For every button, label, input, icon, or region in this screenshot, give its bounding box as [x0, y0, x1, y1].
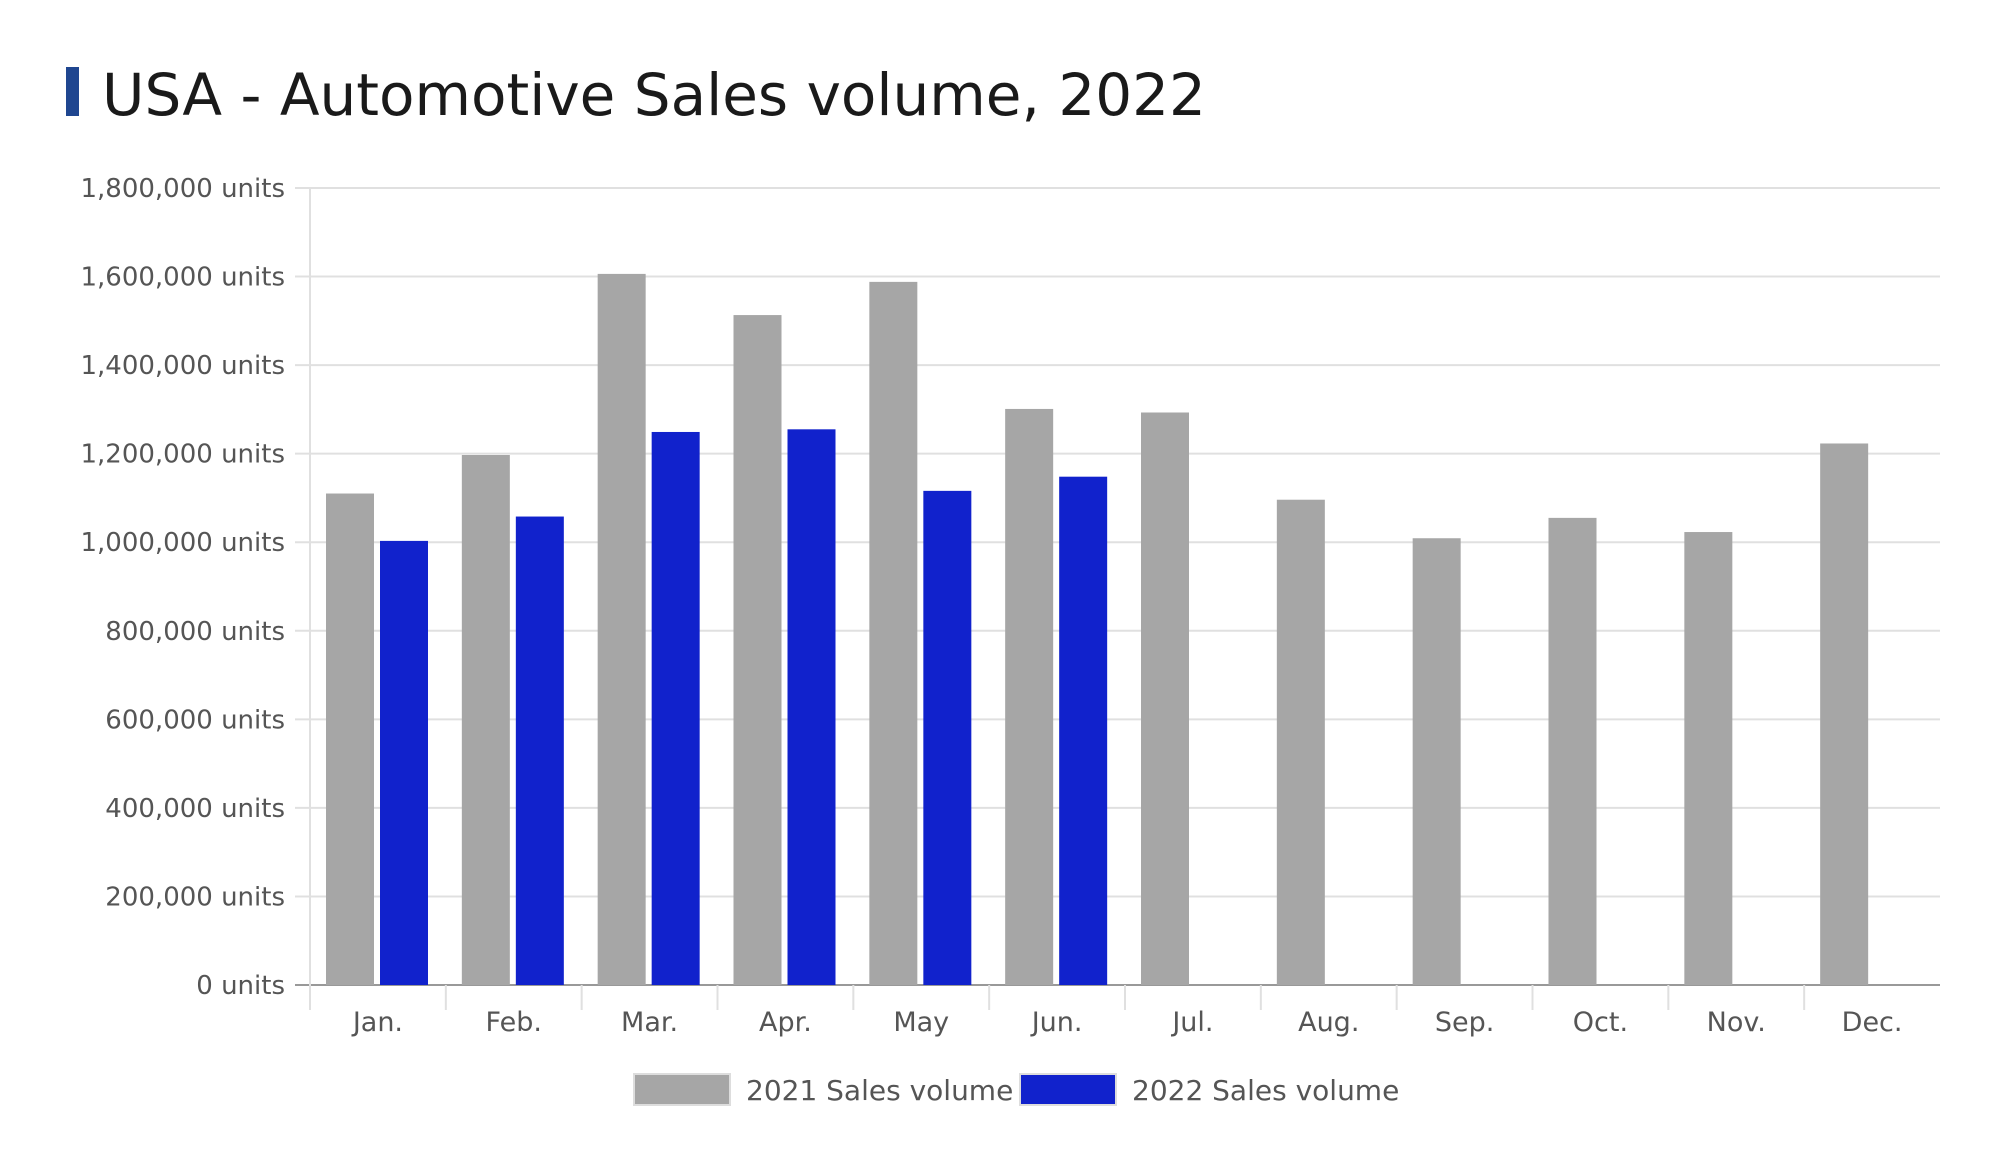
- x-tick-label: Feb.: [486, 1007, 542, 1038]
- y-tick-label: 1,600,000 units: [80, 263, 285, 293]
- bar-2022-4: [923, 490, 972, 985]
- x-tick-label: Nov.: [1707, 1007, 1766, 1038]
- x-tick-label: Oct.: [1573, 1007, 1628, 1038]
- bar-2021-9: [1548, 517, 1597, 985]
- x-axis: Jan. Feb. Mar. Apr. May Jun. Jul. Aug. Sep. Oct. N…: [309, 985, 1903, 1038]
- legend-swatch-1: [1019, 1073, 1117, 1106]
- y-tick-label: 600,000 units: [105, 705, 285, 735]
- y-tick-label: 1,000,000 units: [80, 528, 285, 558]
- legend: 2021 Sales volume 2022 Sales volume: [633, 1073, 1399, 1107]
- bar-2021-0: [326, 493, 374, 985]
- x-tick-label: Jun.: [1030, 1007, 1083, 1038]
- bar-2021-6: [1141, 412, 1189, 985]
- legend-swatch-0: [633, 1073, 731, 1106]
- bar-2021-5: [1005, 408, 1054, 985]
- x-tick-label: Dec.: [1842, 1007, 1903, 1038]
- title-accent-bar: [66, 67, 79, 116]
- bar-2021-3: [733, 315, 782, 985]
- bar-2022-2: [651, 431, 700, 985]
- x-tick-label: Sep.: [1435, 1007, 1494, 1038]
- bar-2021-11: [1820, 443, 1869, 985]
- legend-label-1: 2022 Sales volume: [1132, 1074, 1399, 1107]
- y-tick-label: 200,000 units: [105, 882, 285, 912]
- bar-2021-1: [461, 454, 510, 985]
- bar-2021-10: [1684, 532, 1733, 985]
- gridlines: [295, 187, 1940, 986]
- x-tick-label: Jul.: [1170, 1007, 1213, 1038]
- bar-2022-5: [1059, 476, 1108, 985]
- y-tick-label: 400,000 units: [105, 794, 285, 824]
- y-axis-ticks: 0 units 200,000 units 400,000 units 600,000…: [80, 174, 285, 1001]
- x-tick-label: Aug.: [1298, 1007, 1359, 1038]
- y-tick-label: 1,800,000 units: [80, 174, 285, 204]
- x-tick-label: Mar.: [621, 1007, 678, 1038]
- bar-2022-3: [787, 429, 836, 985]
- legend-label-0: 2021 Sales volume: [746, 1074, 1013, 1107]
- chart-title: USA - Automotive Sales volume, 2022: [102, 61, 1206, 129]
- y-tick-label: 800,000 units: [105, 617, 285, 647]
- bar-2021-8: [1412, 538, 1461, 985]
- y-tick-label: 0 units: [196, 971, 285, 1001]
- bar-2022-1: [515, 516, 564, 985]
- y-tick-label: 1,400,000 units: [80, 351, 285, 381]
- x-tick-label: Jan.: [351, 1007, 403, 1038]
- y-tick-label: 1,200,000 units: [80, 440, 285, 470]
- bar-2021-4: [869, 281, 918, 985]
- bars: [326, 273, 1869, 985]
- bar-2022-0: [380, 540, 428, 985]
- bar-2021-2: [597, 273, 646, 985]
- x-tick-label: May: [893, 1007, 949, 1038]
- x-tick-label: Apr.: [759, 1007, 812, 1038]
- bar-2021-7: [1276, 499, 1325, 985]
